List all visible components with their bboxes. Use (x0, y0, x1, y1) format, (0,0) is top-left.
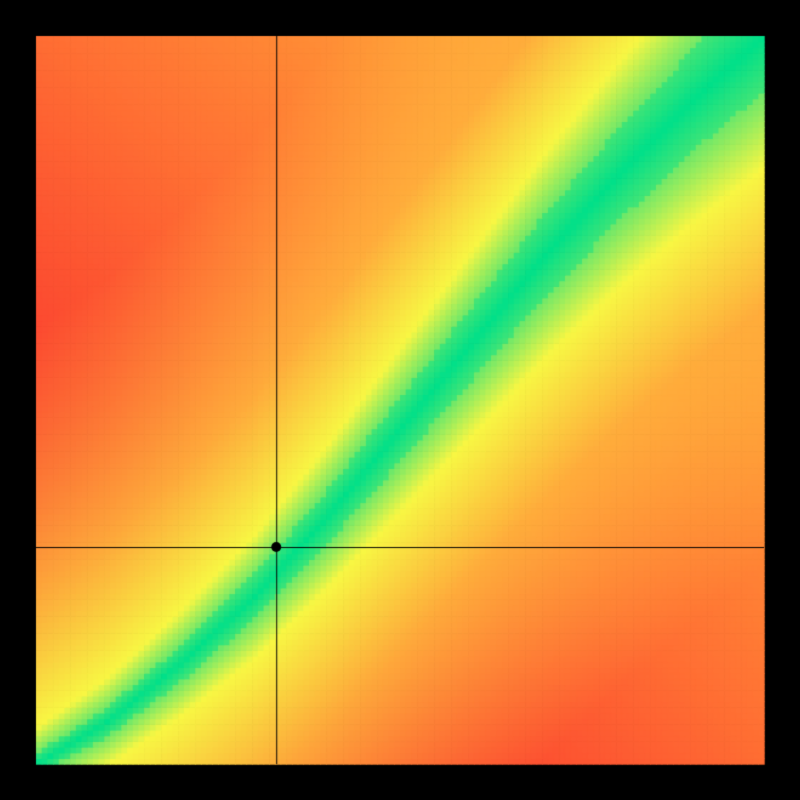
bottleneck-heatmap (0, 0, 800, 800)
chart-container: TheBottleneck.com (0, 0, 800, 800)
